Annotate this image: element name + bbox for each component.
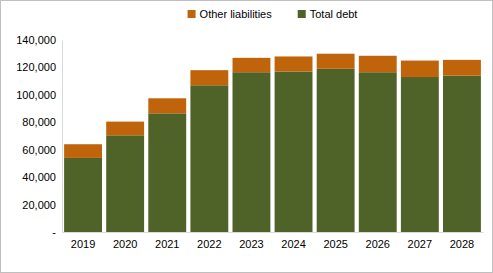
legend-swatch <box>188 10 196 18</box>
legend-item: Total debt <box>298 8 358 20</box>
y-tick-label: 40,000 <box>22 171 56 183</box>
y-tick: 60,000 <box>22 144 62 156</box>
y-tick: 120,000 <box>16 61 62 73</box>
bar <box>359 72 397 232</box>
x-tick: 2019 <box>71 232 95 250</box>
x-tick-label: 2025 <box>323 238 347 250</box>
legend-label: Total debt <box>310 8 358 20</box>
y-tick: - <box>52 226 62 238</box>
x-tick-label: 2023 <box>239 238 263 250</box>
y-tick-label: 20,000 <box>22 199 56 211</box>
x-tick: 2024 <box>281 232 305 250</box>
x-tick: 2020 <box>113 232 137 250</box>
series-bars <box>64 54 481 158</box>
x-tick-label: 2026 <box>366 238 390 250</box>
x-tick-label: 2020 <box>113 238 137 250</box>
bar <box>106 122 144 136</box>
bar <box>190 85 228 232</box>
bar <box>401 77 439 232</box>
x-tick: 2023 <box>239 232 263 250</box>
x-tick-label: 2028 <box>450 238 474 250</box>
bar <box>148 113 186 232</box>
y-tick-label: 100,000 <box>16 89 56 101</box>
bar <box>64 144 102 158</box>
y-tick: 80,000 <box>22 116 62 128</box>
bar <box>275 56 313 71</box>
bar <box>190 70 228 85</box>
chart-container: - 20,000 40,000 60,000 80,000 100,000 120,000 1… <box>0 0 493 273</box>
bar <box>233 72 271 232</box>
bar <box>359 56 397 72</box>
y-tick-label: 120,000 <box>16 61 56 73</box>
y-tick: 100,000 <box>16 89 62 101</box>
y-tick-label: 140,000 <box>16 34 56 46</box>
y-axis-line <box>62 41 63 233</box>
bar <box>443 60 481 76</box>
y-tick: 140,000 <box>16 34 62 46</box>
x-tick: 2022 <box>197 232 221 250</box>
y-tick-label: 80,000 <box>22 116 56 128</box>
bar <box>443 76 481 232</box>
x-tick-label: 2022 <box>197 238 221 250</box>
x-tick: 2027 <box>408 232 432 250</box>
x-tick-label: 2021 <box>155 238 179 250</box>
chart-svg: - 20,000 40,000 60,000 80,000 100,000 120,000 1… <box>0 0 493 273</box>
y-tick: 20,000 <box>22 199 62 211</box>
x-axis: 2019 2020 2021 2022 2023 2024 2025 2026 2027 2028 <box>63 232 484 250</box>
bar <box>317 54 355 69</box>
x-axis-line <box>63 232 484 233</box>
x-tick: 2021 <box>155 232 179 250</box>
chart-frame <box>1 1 493 273</box>
y-tick: 40,000 <box>22 171 62 183</box>
legend-swatch <box>298 10 306 18</box>
bar <box>106 135 144 232</box>
x-tick: 2025 <box>323 232 347 250</box>
bar <box>401 61 439 77</box>
y-tick-label: - <box>52 226 56 238</box>
legend: Other liabilities Total debt <box>188 8 358 20</box>
bar <box>317 69 355 232</box>
x-tick-label: 2024 <box>281 238 305 250</box>
plot: - 20,000 40,000 60,000 80,000 100,000 120,000 1… <box>16 34 483 250</box>
bar <box>64 158 102 232</box>
legend-label: Other liabilities <box>200 8 273 20</box>
legend-item: Other liabilities <box>188 8 273 20</box>
x-tick-label: 2027 <box>408 238 432 250</box>
bar <box>275 72 313 232</box>
series-bars <box>64 69 481 232</box>
y-tick-label: 60,000 <box>22 144 56 156</box>
y-axis: - 20,000 40,000 60,000 80,000 100,000 120,000 1… <box>16 34 62 238</box>
x-tick: 2026 <box>366 232 390 250</box>
bar <box>148 98 186 113</box>
x-tick: 2028 <box>450 232 474 250</box>
bar <box>233 58 271 72</box>
bars <box>64 54 481 232</box>
x-tick-label: 2019 <box>71 238 95 250</box>
